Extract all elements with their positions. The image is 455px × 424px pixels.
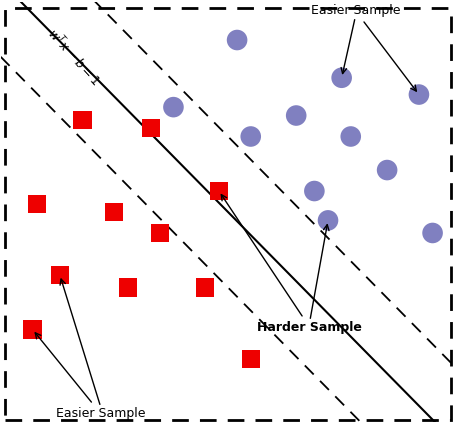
Point bbox=[79, 116, 86, 123]
Point bbox=[169, 104, 177, 111]
Point bbox=[201, 284, 208, 291]
Point bbox=[292, 112, 299, 119]
Point bbox=[346, 133, 354, 140]
Point bbox=[247, 355, 254, 362]
Point bbox=[337, 74, 344, 81]
Point bbox=[324, 217, 331, 224]
Point bbox=[215, 188, 222, 195]
Point bbox=[156, 229, 163, 236]
Point bbox=[415, 91, 422, 98]
Point bbox=[428, 229, 435, 236]
Point bbox=[56, 271, 63, 278]
Point bbox=[247, 133, 254, 140]
Text: $w^Tx-b=1$: $w^Tx-b=1$ bbox=[43, 25, 103, 89]
Point bbox=[310, 188, 317, 195]
Point bbox=[147, 125, 154, 131]
Point bbox=[33, 200, 40, 207]
Point bbox=[29, 326, 36, 333]
Text: Easier Sample: Easier Sample bbox=[310, 4, 415, 91]
Point bbox=[233, 36, 240, 43]
Text: Easier Sample: Easier Sample bbox=[35, 333, 145, 420]
Point bbox=[383, 167, 390, 173]
Text: Harder Sample: Harder Sample bbox=[221, 195, 361, 334]
Point bbox=[111, 209, 118, 215]
Point bbox=[124, 284, 131, 291]
